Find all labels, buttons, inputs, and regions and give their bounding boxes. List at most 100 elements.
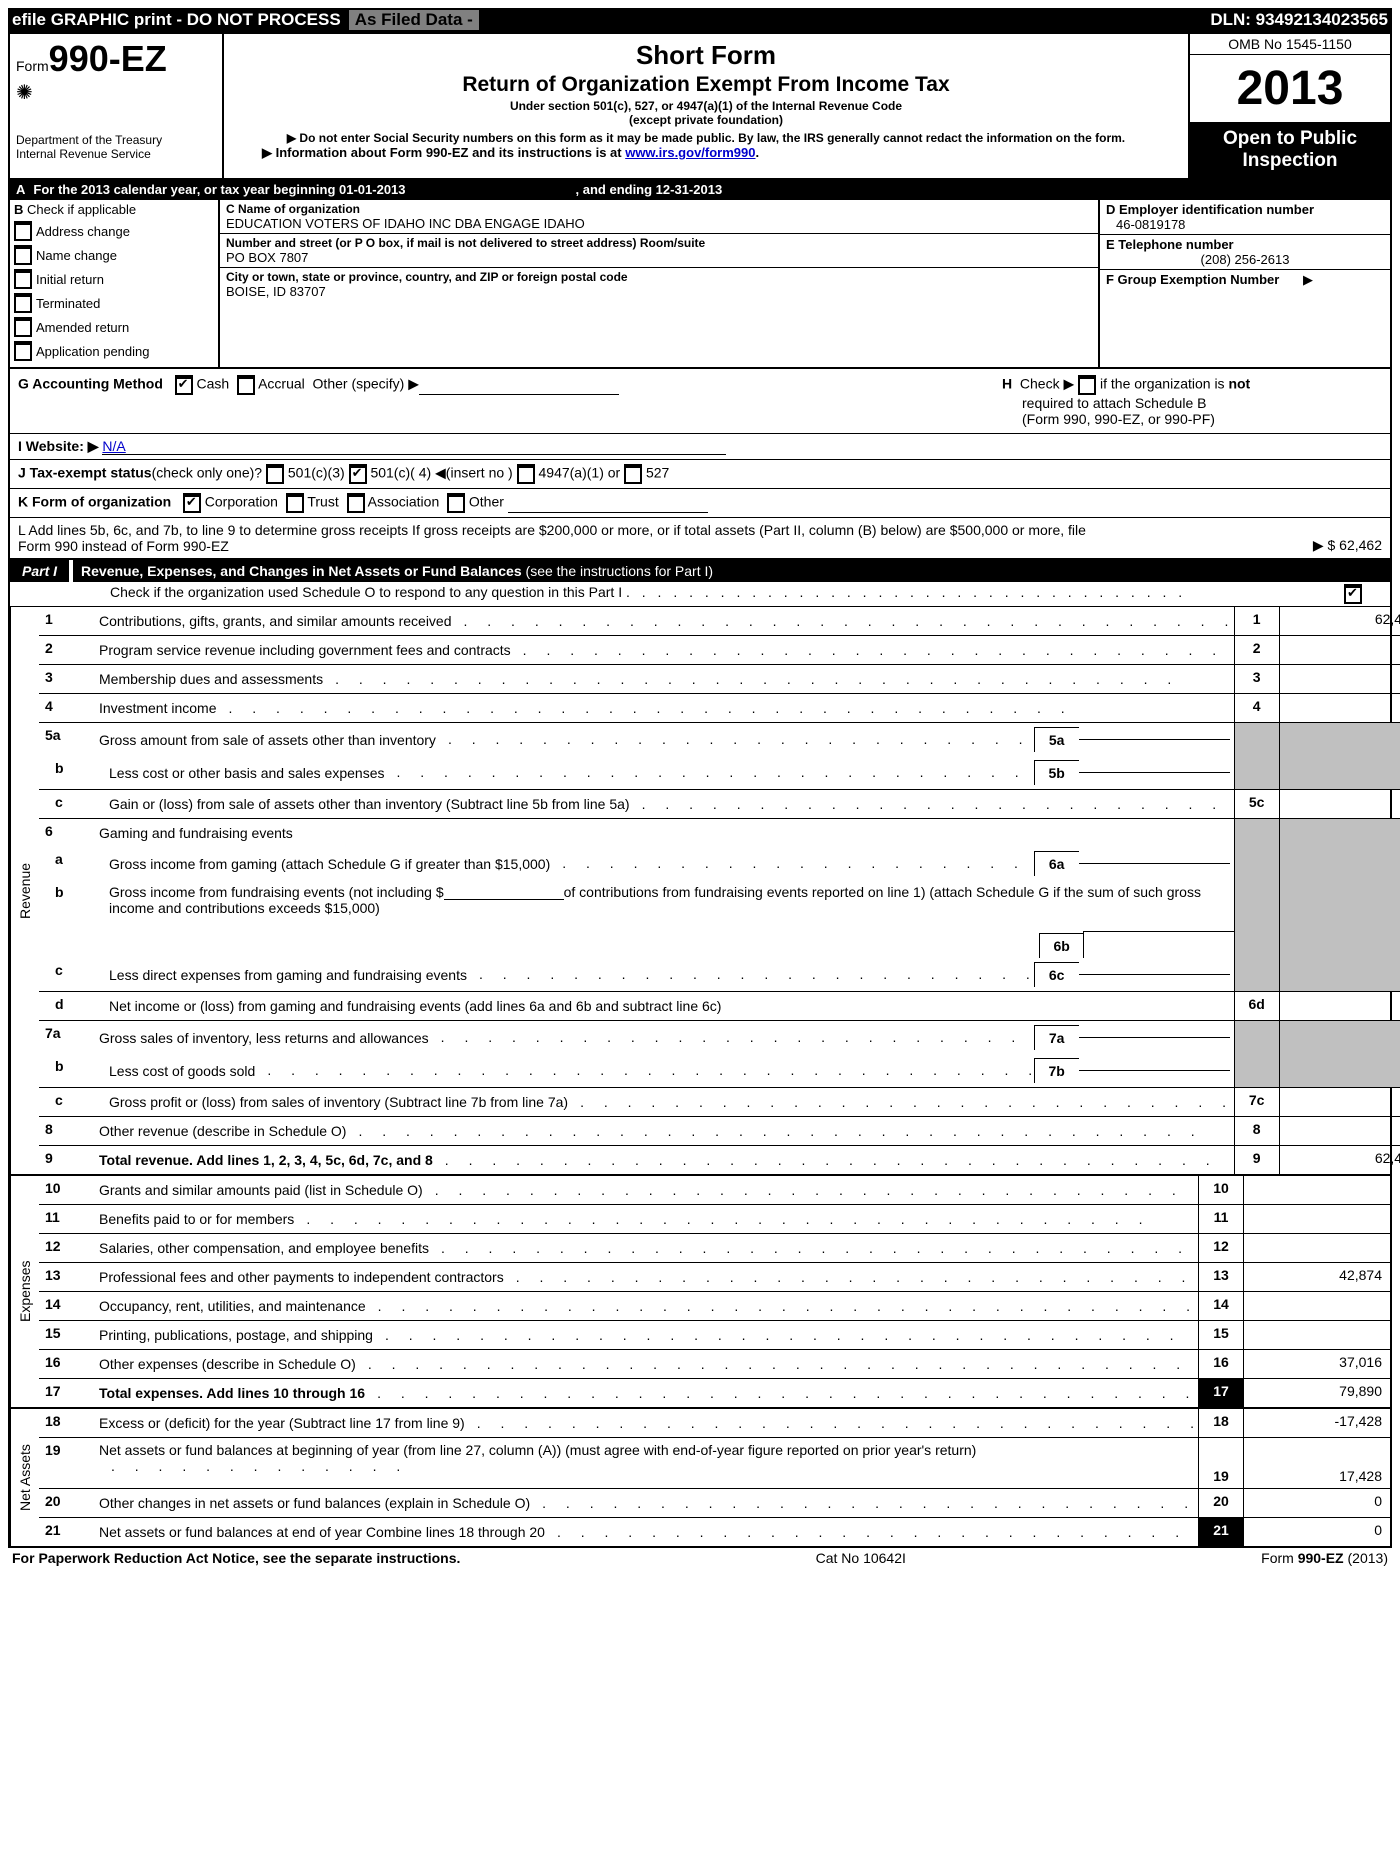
dept-treasury: Department of the Treasury (16, 133, 216, 147)
chk-corporation[interactable] (183, 493, 201, 513)
line-6: 6 Gaming and fundraising events (39, 819, 1400, 847)
chk-address-change[interactable]: Address change (14, 221, 214, 241)
form-header: Form990-EZ ✺ Department of the Treasury … (10, 34, 1390, 180)
line-12: 12 Salaries, other compensation, and emp… (39, 1234, 1390, 1263)
section-entity-info: B Check if applicable Address change Nam… (10, 200, 1390, 369)
ein-value: 46-0819178 (1106, 217, 1384, 232)
line-19-value: 17,428 (1244, 1438, 1390, 1488)
line-20: 20 Other changes in net assets or fund b… (39, 1489, 1390, 1518)
chk-name-change[interactable]: Name change (14, 245, 214, 265)
asfiled-label: As Filed Data - (349, 10, 479, 30)
title-short-form: Short Form (232, 40, 1180, 71)
line-18: 18 Excess or (deficit) for the year (Sub… (39, 1409, 1390, 1438)
chk-application-pending[interactable]: Application pending (14, 341, 214, 361)
header-left: Form990-EZ ✺ Department of the Treasury … (10, 34, 224, 178)
form-footer: For Paperwork Reduction Act Notice, see … (8, 1548, 1392, 1568)
chk-accrual[interactable] (237, 375, 255, 395)
note-ssn: ▶ Do not enter Social Security numbers o… (232, 131, 1180, 145)
line-5b: b Less cost or other basis and sales exp… (39, 756, 1400, 790)
dept-irs: Internal Revenue Service (16, 147, 216, 161)
chk-association[interactable] (347, 493, 365, 513)
org-street: PO BOX 7807 (226, 250, 1092, 265)
section-g-h: G Accounting Method Cash Accrual Other (… (10, 369, 1390, 434)
section-k-form-org: K Form of organization Corporation Trust… (10, 489, 1390, 518)
part-1-schedule-o-check: Check if the organization used Schedule … (10, 582, 1390, 607)
line-11: 11 Benefits paid to or for members. . . … (39, 1205, 1390, 1234)
revenue-section: Revenue 1 Contributions, gifts, grants, … (10, 607, 1390, 1176)
line-4: 4 Investment income. . . . . . . . . . .… (39, 694, 1400, 723)
website-link[interactable]: N/A (102, 438, 725, 455)
chk-527[interactable] (624, 464, 642, 484)
line-13-value: 42,874 (1244, 1263, 1390, 1291)
line-19: 19 Net assets or fund balances at beginn… (39, 1438, 1390, 1489)
label-ein: D Employer identification number (1106, 202, 1384, 217)
irs-link[interactable]: www.irs.gov/form990 (625, 145, 755, 160)
line-10: 10 Grants and similar amounts paid (list… (39, 1176, 1390, 1205)
row-a-tax-year: A For the 2013 calendar year, or tax yea… (10, 180, 1390, 200)
line-5c: c Gain or (loss) from sale of assets oth… (39, 790, 1400, 819)
chk-other-org[interactable] (447, 493, 465, 513)
line-16-value: 37,016 (1244, 1350, 1390, 1378)
line-7b: b Less cost of goods sold. . . . . . . .… (39, 1054, 1400, 1088)
title-return: Return of Organization Exempt From Incom… (232, 73, 1180, 97)
col-def: D Employer identification number 46-0819… (1098, 200, 1390, 367)
tax-year: 2013 (1190, 55, 1390, 122)
form-ref: Form 990-EZ (2013) (1261, 1550, 1388, 1566)
col-c-org-info: C Name of organization EDUCATION VOTERS … (220, 200, 1098, 367)
gross-receipts-amount: ▶ $ 62,462 (1313, 537, 1382, 554)
line-5a: 5a Gross amount from sale of assets othe… (39, 723, 1400, 756)
net-assets-label: Net Assets (10, 1409, 39, 1546)
line-6a: a Gross income from gaming (attach Sched… (39, 847, 1400, 880)
line-20-value: 0 (1244, 1489, 1390, 1517)
line-6d: d Net income or (loss) from gaming and f… (39, 992, 1400, 1021)
subtitle-except: (except private foundation) (232, 113, 1180, 127)
chk-trust[interactable] (286, 493, 304, 513)
line-13: 13 Professional fees and other payments … (39, 1263, 1390, 1292)
chk-schedule-b[interactable] (1078, 375, 1096, 395)
line-16: 16 Other expenses (describe in Schedule … (39, 1350, 1390, 1379)
label-city: City or town, state or province, country… (226, 270, 1092, 284)
net-assets-section: Net Assets 18 Excess or (deficit) for th… (10, 1409, 1390, 1546)
line-21: 21 Net assets or fund balances at end of… (39, 1518, 1390, 1546)
line-6b: b Gross income from fundraising events (… (39, 880, 1400, 958)
cat-number: Cat No 10642I (816, 1550, 906, 1566)
chk-amended-return[interactable]: Amended return (14, 317, 214, 337)
phone-value: (208) 256-2613 (1106, 252, 1384, 267)
form-990ez: Form990-EZ ✺ Department of the Treasury … (8, 32, 1392, 1548)
line-9-value: 62,462 (1280, 1146, 1400, 1174)
revenue-label: Revenue (10, 607, 39, 1174)
chk-4947[interactable] (517, 464, 535, 484)
open-to-public: Open to Public Inspection (1190, 122, 1390, 178)
line-7c: c Gross profit or (loss) from sales of i… (39, 1088, 1400, 1117)
line-7a: 7a Gross sales of inventory, less return… (39, 1021, 1400, 1054)
org-city: BOISE, ID 83707 (226, 284, 1092, 299)
line-14: 14 Occupancy, rent, utilities, and maint… (39, 1292, 1390, 1321)
chk-initial-return[interactable]: Initial return (14, 269, 214, 289)
org-name: EDUCATION VOTERS OF IDAHO INC DBA ENGAGE… (226, 216, 1092, 231)
subtitle-code: Under section 501(c), 527, or 4947(a)(1)… (232, 99, 1180, 113)
top-bar: efile GRAPHIC print - DO NOT PROCESS As … (8, 8, 1392, 32)
accounting-method: G Accounting Method Cash Accrual Other (… (18, 375, 619, 427)
line-21-value: 0 (1244, 1518, 1390, 1546)
note-info: ▶ Information about Form 990-EZ and its … (232, 145, 1180, 161)
efile-label: efile GRAPHIC print - DO NOT PROCESS (12, 10, 341, 30)
line-17: 17 Total expenses. Add lines 10 through … (39, 1379, 1390, 1407)
form-number: 990-EZ (49, 38, 167, 79)
omb-number: OMB No 1545-1150 (1190, 34, 1390, 55)
dln-label: DLN: 93492134023565 (1210, 10, 1388, 30)
expenses-label: Expenses (10, 1176, 39, 1407)
line-1: 1 Contributions, gifts, grants, and simi… (39, 607, 1400, 636)
chk-501c[interactable] (349, 464, 367, 484)
line-2: 2 Program service revenue including gove… (39, 636, 1400, 665)
label-phone: E Telephone number (1106, 237, 1384, 252)
line-15: 15 Printing, publications, postage, and … (39, 1321, 1390, 1350)
line-1-value: 62,462 (1280, 607, 1400, 635)
label-org-name: C Name of organization (226, 202, 1092, 216)
chk-schedule-o[interactable] (1344, 584, 1362, 604)
form-prefix: Form (16, 58, 49, 74)
chk-cash[interactable] (175, 375, 193, 395)
chk-terminated[interactable]: Terminated (14, 293, 214, 313)
line-6c: c Less direct expenses from gaming and f… (39, 958, 1400, 992)
chk-501c3[interactable] (266, 464, 284, 484)
col-b-checkboxes: B Check if applicable Address change Nam… (10, 200, 220, 367)
